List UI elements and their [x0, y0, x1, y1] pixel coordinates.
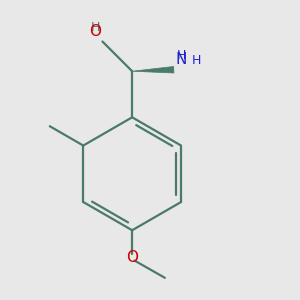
Text: O: O	[89, 23, 101, 38]
Text: H: H	[90, 21, 100, 34]
Text: H: H	[176, 49, 186, 62]
Polygon shape	[132, 67, 174, 73]
Text: N: N	[176, 52, 187, 68]
Text: O: O	[126, 250, 138, 265]
Text: H: H	[191, 54, 201, 68]
